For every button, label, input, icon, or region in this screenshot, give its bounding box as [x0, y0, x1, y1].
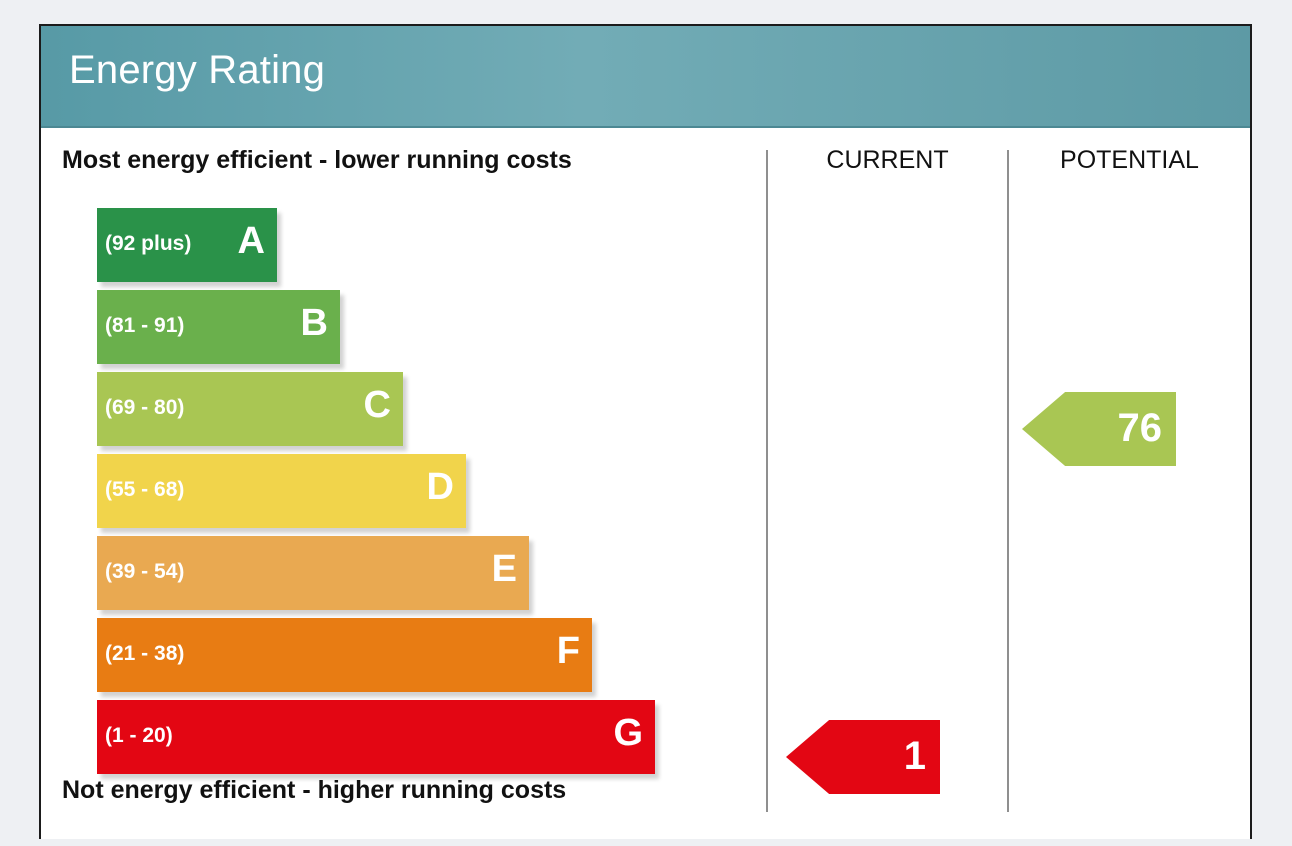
band-b-letter: B	[300, 302, 328, 344]
band-d-letter: D	[426, 466, 454, 508]
energy-rating-card: Energy Rating Most energy efficient - lo…	[39, 24, 1252, 839]
current-column-divider	[766, 150, 768, 812]
band-e-letter: E	[491, 548, 517, 590]
band-d-range: (55 - 68)	[105, 478, 185, 501]
band-g-range: (1 - 20)	[105, 724, 173, 747]
band-d: (55 - 68) D	[97, 454, 466, 528]
least-efficient-label: Not energy efficient - higher running co…	[62, 776, 567, 804]
header-title: Energy Rating	[69, 48, 326, 92]
band-b-range: (81 - 91)	[105, 314, 185, 337]
current-column-header: CURRENT	[826, 146, 949, 174]
band-a-letter: A	[237, 220, 265, 262]
band-g-letter: G	[613, 712, 643, 754]
potential-column-divider	[1007, 150, 1009, 812]
band-c-range: (69 - 80)	[105, 396, 185, 419]
current-rating-arrow-value: 1	[903, 734, 926, 778]
band-c-letter: C	[363, 384, 391, 426]
band-e: (39 - 54) E	[97, 536, 529, 610]
potential-rating-arrow: 76	[1022, 392, 1176, 466]
potential-column-header: POTENTIAL	[1060, 146, 1199, 174]
band-g: (1 - 20) G	[97, 700, 655, 774]
band-e-range: (39 - 54)	[105, 560, 185, 583]
band-f-letter: F	[556, 630, 580, 672]
most-efficient-label: Most energy efficient - lower running co…	[62, 146, 572, 174]
current-rating-arrow: 1	[786, 720, 940, 794]
band-a: (92 plus) A	[97, 208, 277, 282]
band-c: (69 - 80) C	[97, 372, 403, 446]
band-f-range: (21 - 38)	[105, 642, 185, 665]
card-header: Energy Rating	[41, 26, 1250, 128]
band-f: (21 - 38) F	[97, 618, 592, 692]
potential-rating-arrow-value: 76	[1117, 406, 1163, 450]
band-b: (81 - 91) B	[97, 290, 340, 364]
band-a-range: (92 plus)	[105, 232, 192, 255]
